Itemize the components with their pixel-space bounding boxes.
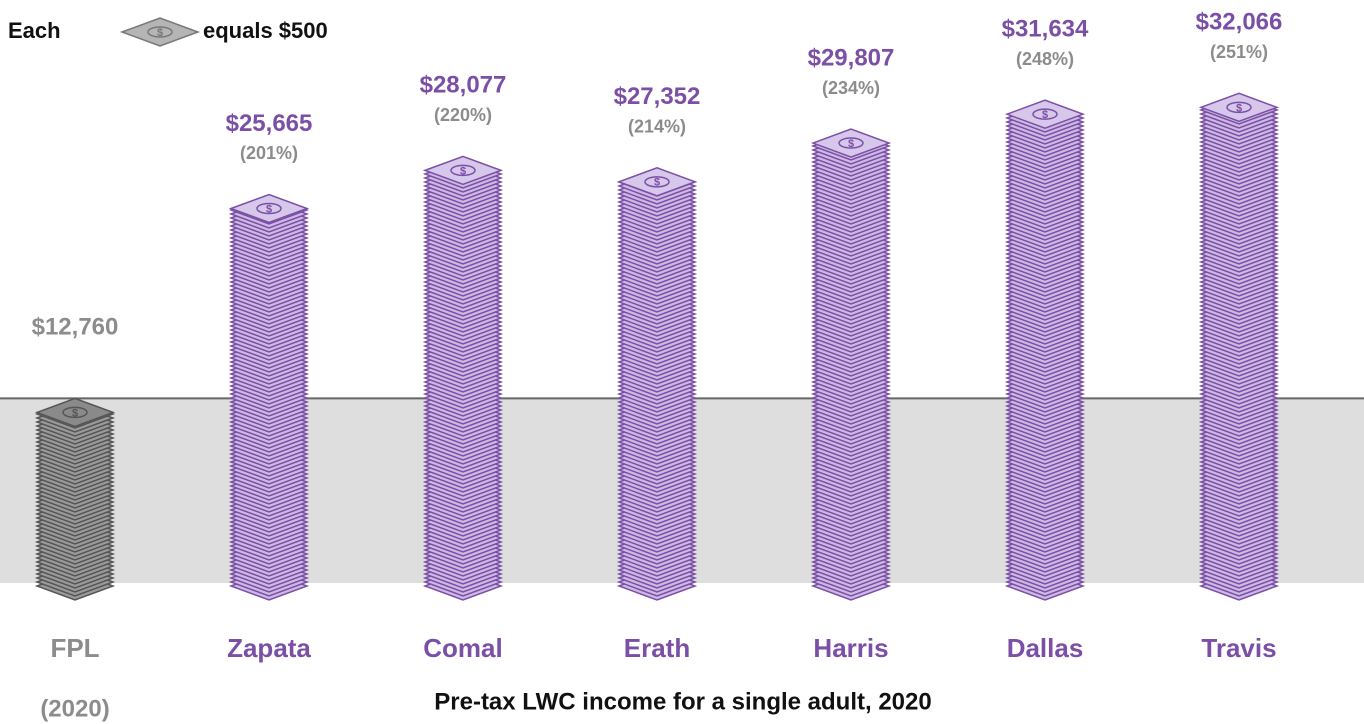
bill-seal bbox=[1032, 108, 1058, 120]
x-tick-label: Erath bbox=[624, 633, 690, 663]
percent-label: (214%) bbox=[628, 117, 686, 137]
x-tick-label: Travis bbox=[1201, 633, 1276, 663]
bill bbox=[34, 397, 116, 428]
category-note: (2020) bbox=[40, 695, 109, 722]
legend-suffix: equals $500 bbox=[203, 18, 328, 43]
x-tick-label: Zapata bbox=[227, 633, 311, 663]
bill-seal bbox=[62, 406, 88, 419]
percent-label: (248%) bbox=[1016, 49, 1074, 69]
bill-seal bbox=[147, 26, 173, 38]
bill-stack: $ bbox=[34, 397, 116, 601]
percent-label: (220%) bbox=[434, 105, 492, 125]
bill-symbol: $ bbox=[460, 165, 466, 177]
bill-symbol: $ bbox=[1042, 109, 1048, 121]
bill-stack: $ bbox=[228, 193, 310, 601]
bill-symbol: $ bbox=[654, 177, 660, 189]
bill-seal bbox=[644, 176, 670, 188]
percent-label: (201%) bbox=[240, 143, 298, 163]
bill-seal bbox=[256, 202, 282, 215]
value-label: $32,066 bbox=[1196, 9, 1283, 36]
value-label: $27,352 bbox=[614, 83, 701, 110]
bill bbox=[810, 128, 892, 158]
bill-seal bbox=[450, 164, 476, 177]
bill bbox=[228, 193, 310, 224]
value-label: $28,077 bbox=[420, 72, 507, 99]
bill-stack: $ bbox=[422, 155, 504, 601]
x-tick-label: Dallas bbox=[1007, 633, 1084, 663]
bill-stack: $ bbox=[616, 167, 698, 601]
legend-prefix: Each bbox=[8, 18, 61, 43]
bill bbox=[422, 155, 504, 186]
bill-stack: $ bbox=[810, 128, 892, 601]
value-label: $25,665 bbox=[226, 110, 313, 137]
bill-symbol: $ bbox=[848, 138, 854, 150]
value-label: $29,807 bbox=[808, 44, 895, 71]
bill-symbol: $ bbox=[266, 203, 272, 215]
bill-symbol: $ bbox=[157, 27, 163, 39]
x-tick-label: FPL bbox=[50, 633, 99, 663]
percent-label: (234%) bbox=[822, 78, 880, 98]
bill bbox=[1198, 92, 1280, 123]
value-label: $31,634 bbox=[1002, 16, 1089, 43]
bill-seal bbox=[838, 137, 864, 149]
percent-label: (251%) bbox=[1210, 42, 1268, 62]
bill-stack: $ bbox=[1198, 92, 1280, 601]
value-label: $12,760 bbox=[32, 314, 119, 341]
legend-icon: $ bbox=[119, 17, 201, 47]
bill bbox=[1004, 99, 1086, 129]
x-axis-title: Pre-tax LWC income for a single adult, 2… bbox=[434, 688, 931, 715]
bill bbox=[119, 17, 201, 47]
bill-symbol: $ bbox=[1236, 102, 1242, 114]
x-tick-label: Harris bbox=[813, 633, 888, 663]
bill-symbol: $ bbox=[72, 407, 78, 419]
x-tick-label: Comal bbox=[423, 633, 502, 663]
bill-seal bbox=[1226, 101, 1252, 114]
bill bbox=[616, 167, 698, 197]
bill-stack: $ bbox=[1004, 99, 1086, 601]
